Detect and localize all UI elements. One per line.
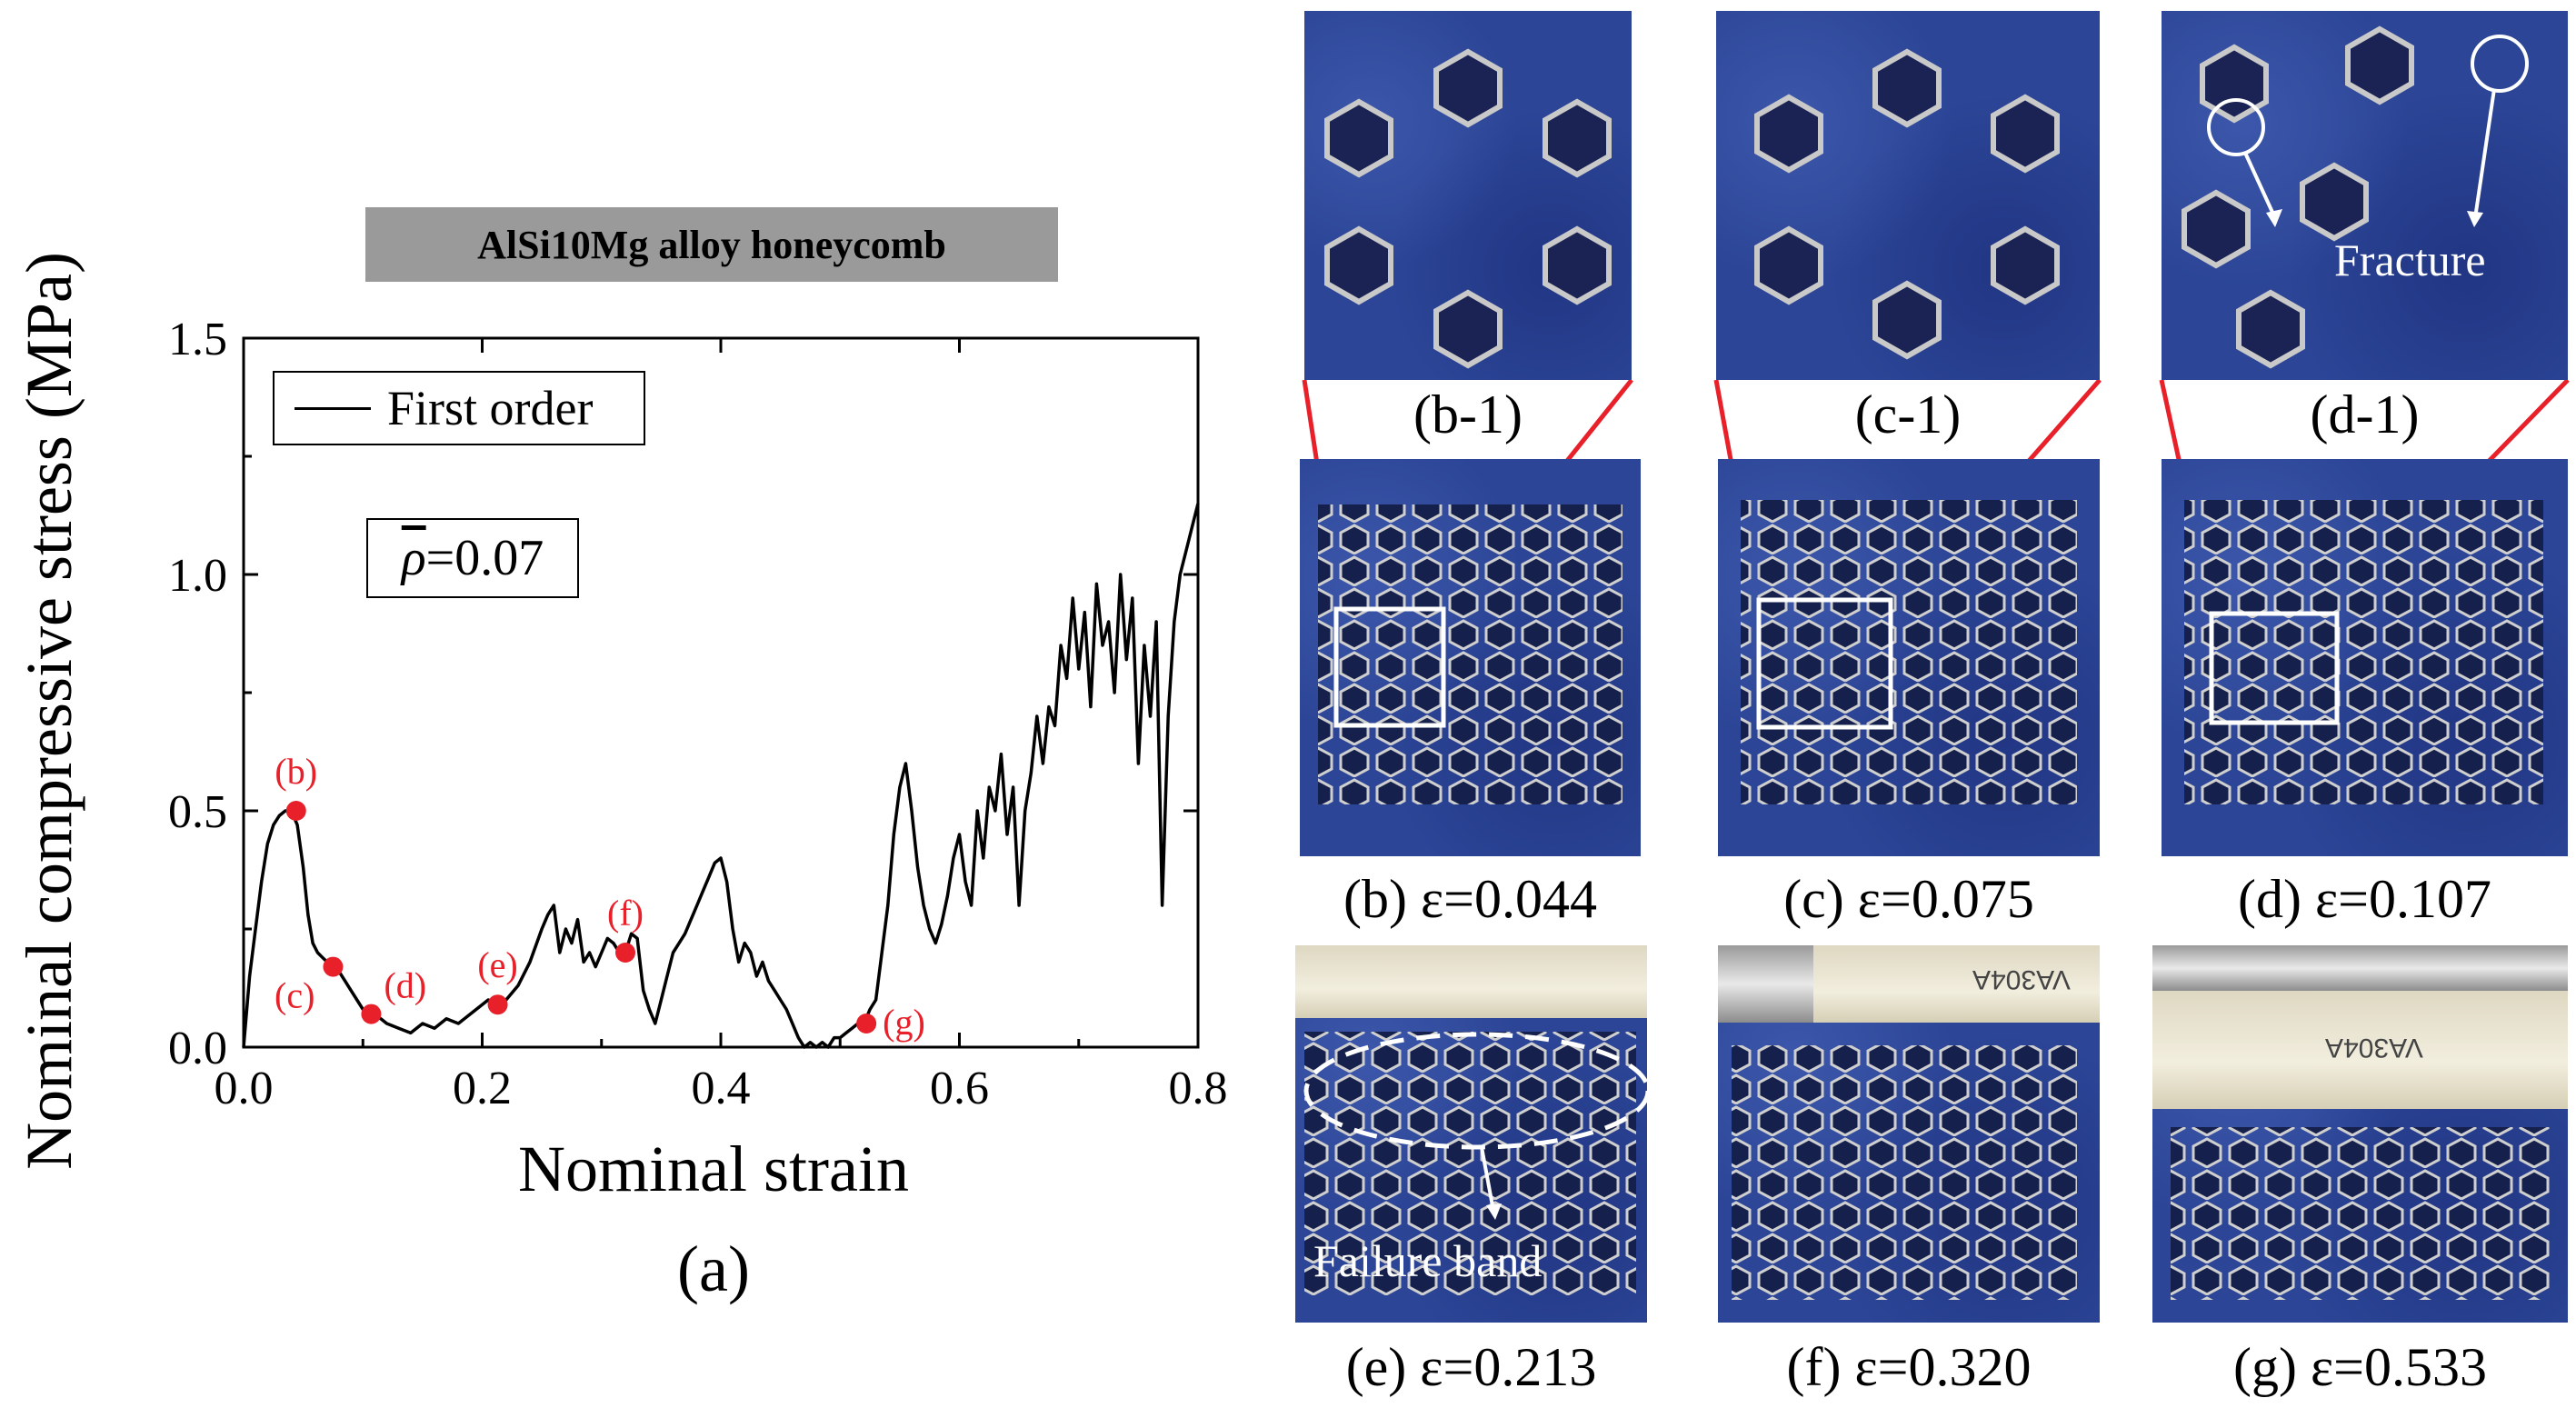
annotation-label: (f) <box>607 893 644 934</box>
annotation-label: (b) <box>275 751 317 792</box>
failure-band-ellipse <box>1303 1032 1647 1150</box>
photo-g: VA304A <box>2152 945 2568 1323</box>
annotation-label: (c) <box>275 975 315 1016</box>
honeycomb-specimen-b <box>1318 504 1622 804</box>
photo-c <box>1718 459 2100 856</box>
failure-band-label: Failure band <box>1313 1235 1543 1286</box>
photo-d-1: Fracture <box>2162 11 2568 380</box>
loading-plate-g <box>2152 991 2568 1109</box>
label-d: (d) ε=0.107 <box>2238 869 2491 929</box>
honeycomb-specimen-f <box>1732 1045 2077 1300</box>
label-g: (g) ε=0.533 <box>2233 1337 2487 1397</box>
annotation-point <box>285 801 306 821</box>
annotation-label: (e) <box>477 944 517 985</box>
x-tick-label: 0.0 <box>215 1063 274 1114</box>
panel-label-a: (a) <box>677 1233 750 1305</box>
zoom-box-b <box>1333 606 1446 728</box>
y-axis-label: Nominal compressive stress (MPa) <box>13 252 85 1170</box>
chart-title: AlSi10Mg alloy honeycomb <box>365 207 1058 282</box>
y-tick-label: 0.0 <box>168 1023 227 1074</box>
metal-fixture-g <box>2152 945 2568 991</box>
honeycomb-zoom-c <box>1754 48 2060 360</box>
annotation-point <box>487 994 508 1015</box>
label-e: (e) ε=0.213 <box>1345 1337 1597 1397</box>
photo-d <box>2162 459 2568 856</box>
honeycomb-specimen-e <box>1303 1032 1647 1295</box>
honeycomb-zoom-b <box>1324 48 1612 369</box>
metal-fixture-f <box>1718 945 1813 1023</box>
relative-density-value: =0.07 <box>425 530 544 586</box>
y-tick-label: 1.0 <box>168 550 227 602</box>
label-c: (c) ε=0.075 <box>1783 869 2034 929</box>
loading-plate-e <box>1295 945 1647 1018</box>
x-axis-label: Nominal strain <box>518 1133 909 1205</box>
x-tick-label: 0.4 <box>692 1063 751 1114</box>
annotation-label: (g) <box>883 1002 925 1043</box>
label-c-1: (c-1) <box>1854 384 1962 444</box>
annotation-point <box>615 943 635 963</box>
label-d-1: (d-1) <box>2310 384 2420 444</box>
x-tick-label: 0.8 <box>1169 1063 1228 1114</box>
legend-label: First order <box>387 381 594 435</box>
photo-b-1 <box>1304 11 1632 380</box>
fracture-label: Fracture <box>2334 235 2486 285</box>
relative-density-box: ρ=0.07 <box>366 518 579 598</box>
y-tick-label: 1.5 <box>168 314 227 365</box>
annotation-label: (d) <box>384 965 426 1006</box>
y-tick-label: 0.5 <box>168 786 227 838</box>
honeycomb-zoom-d <box>2182 25 2529 369</box>
photo-e: Failure band <box>1295 945 1647 1323</box>
series-line-first-order <box>242 503 1200 1049</box>
legend: First order <box>273 371 645 445</box>
x-tick-label: 0.6 <box>930 1063 989 1114</box>
zoom-box-c <box>1756 597 1893 730</box>
label-f: (f) ε=0.320 <box>1786 1337 2032 1397</box>
photo-f: VA304A <box>1718 945 2100 1323</box>
label-b-1: (b-1) <box>1413 384 1523 444</box>
loading-plate-f <box>1813 945 2100 1023</box>
photo-c-1 <box>1716 11 2100 380</box>
annotation-point <box>323 956 344 977</box>
label-b: (b) ε=0.044 <box>1343 869 1597 929</box>
rho-symbol: ρ <box>401 530 426 586</box>
stress-strain-chart: 0.0 0.2 0.4 0.6 0.8 0.0 0.5 1.0 1.5 (b) (c) (d) (e)… <box>13 252 1228 1305</box>
annotation-point <box>361 1004 382 1024</box>
honeycomb-specimen-c <box>1741 500 2077 804</box>
x-tick-label: 0.2 <box>453 1063 512 1114</box>
photo-b <box>1300 459 1641 856</box>
honeycomb-specimen-d <box>2184 500 2543 804</box>
honeycomb-specimen-g <box>2171 1127 2552 1300</box>
zoom-box-d <box>2209 611 2340 725</box>
annotation-point <box>856 1014 877 1034</box>
legend-swatch <box>295 407 371 410</box>
